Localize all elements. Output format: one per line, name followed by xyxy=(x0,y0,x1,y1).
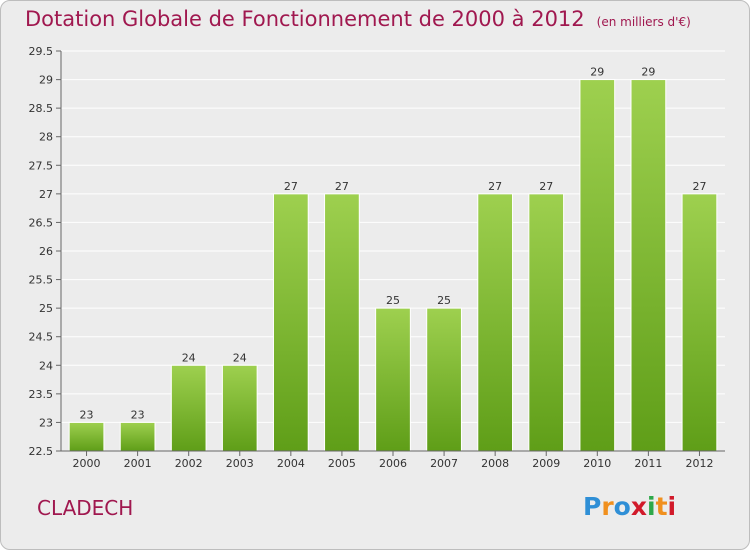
bar-2007 xyxy=(426,307,462,452)
x-tick-label: 2011 xyxy=(634,457,662,470)
y-tick-label: 27 xyxy=(39,188,53,201)
svg-text:Proxiti: Proxiti xyxy=(583,492,676,521)
y-tick-label: 29.5 xyxy=(29,45,54,58)
value-label: 29 xyxy=(590,66,604,79)
x-tick-label: 2008 xyxy=(481,457,509,470)
x-tick-label: 2009 xyxy=(532,457,560,470)
y-tick-label: 25 xyxy=(39,302,53,315)
value-label: 27 xyxy=(284,180,298,193)
y-tick-label: 25.5 xyxy=(29,274,54,287)
value-label: 23 xyxy=(131,408,145,421)
value-label: 27 xyxy=(488,180,502,193)
bar-2006 xyxy=(375,307,411,452)
x-tick-label: 2004 xyxy=(277,457,305,470)
x-tick-label: 2005 xyxy=(328,457,356,470)
value-label: 27 xyxy=(692,180,706,193)
y-tick-label: 24 xyxy=(39,359,53,372)
x-tick-label: 2001 xyxy=(124,457,152,470)
value-label: 27 xyxy=(539,180,553,193)
bar-2002 xyxy=(170,364,207,452)
bar-2008 xyxy=(477,193,514,452)
chart-title-text: Dotation Globale de Fonctionnement de 20… xyxy=(25,7,585,31)
x-tick-label: 2007 xyxy=(430,457,458,470)
x-tick-label: 2012 xyxy=(685,457,713,470)
labels: 22.5 23 23.5 24 24.5 25 25.5 26 26.5 27 27.5 28 28.5… xyxy=(29,45,714,470)
x-tick-label: 2003 xyxy=(226,457,254,470)
bar-2004 xyxy=(272,193,309,452)
value-label: 23 xyxy=(80,408,94,421)
bar-2000 xyxy=(68,421,105,452)
bar-2005 xyxy=(324,193,360,452)
bar-2012 xyxy=(681,193,718,452)
bars xyxy=(68,79,718,452)
bar-2003 xyxy=(221,364,258,452)
proxiti-logo: Proxiti xyxy=(583,492,676,521)
value-label: 29 xyxy=(641,66,655,79)
value-label: 24 xyxy=(233,351,247,364)
axes xyxy=(56,50,725,456)
bar-2001 xyxy=(119,421,156,452)
y-tick-label: 26.5 xyxy=(29,216,54,229)
bar-2011 xyxy=(630,79,667,452)
y-tick-label: 23 xyxy=(39,416,53,429)
x-tick-label: 2006 xyxy=(379,457,407,470)
chart-title: Dotation Globale de Fonctionnement de 20… xyxy=(25,7,691,31)
y-tick-label: 27.5 xyxy=(29,159,54,172)
y-tick-label: 28.5 xyxy=(29,102,54,115)
y-tick-label: 23.5 xyxy=(29,388,54,401)
bar-2010 xyxy=(579,79,616,452)
x-tick-label: 2002 xyxy=(175,457,203,470)
chart-title-unit: (en milliers d'€) xyxy=(596,15,691,29)
y-tick-label: 28 xyxy=(39,131,53,144)
value-label: 27 xyxy=(335,180,349,193)
x-tick-label: 2010 xyxy=(583,457,611,470)
y-tick-label: 29 xyxy=(39,74,53,87)
value-label: 25 xyxy=(437,294,451,307)
x-tick-label: 2000 xyxy=(73,457,101,470)
value-label: 24 xyxy=(182,351,196,364)
y-tick-label: 22.5 xyxy=(29,445,54,458)
municipality-name: CLADECH xyxy=(37,496,134,520)
y-tick-label: 24.5 xyxy=(29,331,54,344)
value-label: 25 xyxy=(386,294,400,307)
y-tick-label: 26 xyxy=(39,245,53,258)
bar-2009 xyxy=(528,193,565,452)
